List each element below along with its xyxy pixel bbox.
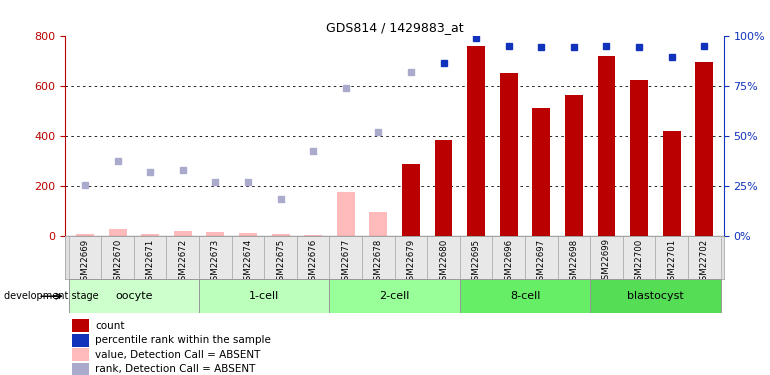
Text: GSM22697: GSM22697 bbox=[537, 238, 546, 285]
Bar bbox=[330, 279, 460, 313]
Bar bbox=[532, 108, 551, 236]
Text: GSM22670: GSM22670 bbox=[113, 238, 122, 286]
Text: GSM22700: GSM22700 bbox=[634, 238, 644, 286]
Bar bbox=[460, 279, 590, 313]
Title: GDS814 / 1429883_at: GDS814 / 1429883_at bbox=[326, 21, 464, 34]
Bar bbox=[336, 235, 355, 236]
Text: GSM22699: GSM22699 bbox=[602, 238, 611, 285]
Bar bbox=[336, 192, 355, 236]
Bar bbox=[69, 236, 102, 279]
Text: GSM22695: GSM22695 bbox=[471, 238, 480, 285]
Text: GSM22676: GSM22676 bbox=[309, 238, 318, 286]
Bar bbox=[272, 234, 290, 236]
Text: 2-cell: 2-cell bbox=[380, 291, 410, 301]
Bar bbox=[492, 236, 525, 279]
Text: GSM22672: GSM22672 bbox=[179, 238, 187, 286]
Bar bbox=[134, 236, 166, 279]
Text: GSM22677: GSM22677 bbox=[341, 238, 350, 286]
Bar bbox=[402, 164, 420, 236]
Text: GSM22698: GSM22698 bbox=[569, 238, 578, 285]
Bar bbox=[109, 229, 126, 236]
Bar bbox=[72, 363, 89, 375]
Text: GSM22680: GSM22680 bbox=[439, 238, 448, 286]
Text: GSM22702: GSM22702 bbox=[700, 238, 708, 286]
Bar bbox=[199, 279, 330, 313]
Text: 8-cell: 8-cell bbox=[510, 291, 541, 301]
Bar bbox=[688, 236, 721, 279]
Bar bbox=[370, 234, 387, 236]
Text: rank, Detection Call = ABSENT: rank, Detection Call = ABSENT bbox=[95, 364, 256, 374]
Bar bbox=[206, 232, 224, 236]
Text: development stage: development stage bbox=[4, 291, 99, 301]
Bar bbox=[141, 234, 159, 236]
Bar bbox=[76, 234, 94, 236]
Text: blastocyst: blastocyst bbox=[627, 291, 684, 301]
Text: GSM22696: GSM22696 bbox=[504, 238, 513, 285]
Bar bbox=[598, 56, 615, 236]
Bar bbox=[695, 62, 713, 236]
Bar bbox=[72, 334, 89, 346]
Text: GSM22671: GSM22671 bbox=[146, 238, 155, 286]
Text: 1-cell: 1-cell bbox=[249, 291, 280, 301]
Bar bbox=[239, 233, 257, 236]
Bar bbox=[394, 236, 427, 279]
Bar bbox=[69, 279, 199, 313]
Bar bbox=[623, 236, 655, 279]
Bar bbox=[460, 236, 492, 279]
Bar bbox=[427, 236, 460, 279]
Text: GSM22675: GSM22675 bbox=[276, 238, 285, 286]
Text: count: count bbox=[95, 321, 125, 331]
Bar bbox=[500, 73, 517, 236]
Text: GSM22674: GSM22674 bbox=[243, 238, 253, 286]
Bar bbox=[630, 80, 648, 236]
Text: percentile rank within the sample: percentile rank within the sample bbox=[95, 335, 271, 345]
Bar bbox=[102, 236, 134, 279]
Text: GSM22673: GSM22673 bbox=[211, 238, 220, 286]
Bar bbox=[199, 236, 232, 279]
Text: oocyte: oocyte bbox=[116, 291, 152, 301]
Bar bbox=[297, 236, 330, 279]
Bar bbox=[304, 235, 322, 236]
Bar bbox=[370, 212, 387, 236]
Bar bbox=[565, 94, 583, 236]
Text: GSM22678: GSM22678 bbox=[373, 238, 383, 286]
Bar bbox=[525, 236, 557, 279]
Bar bbox=[174, 231, 192, 236]
Bar bbox=[362, 236, 394, 279]
Bar bbox=[166, 236, 199, 279]
Bar bbox=[557, 236, 590, 279]
Bar bbox=[663, 131, 681, 236]
Bar bbox=[232, 236, 264, 279]
Bar bbox=[72, 319, 89, 332]
Bar bbox=[330, 236, 362, 279]
Bar bbox=[264, 236, 297, 279]
Text: GSM22669: GSM22669 bbox=[81, 238, 89, 285]
Text: GSM22701: GSM22701 bbox=[667, 238, 676, 286]
Bar bbox=[590, 279, 721, 313]
Bar bbox=[434, 140, 453, 236]
Bar bbox=[655, 236, 688, 279]
Bar bbox=[467, 46, 485, 236]
Text: value, Detection Call = ABSENT: value, Detection Call = ABSENT bbox=[95, 350, 260, 360]
Text: GSM22679: GSM22679 bbox=[407, 238, 416, 285]
Bar bbox=[590, 236, 623, 279]
Bar bbox=[72, 348, 89, 361]
